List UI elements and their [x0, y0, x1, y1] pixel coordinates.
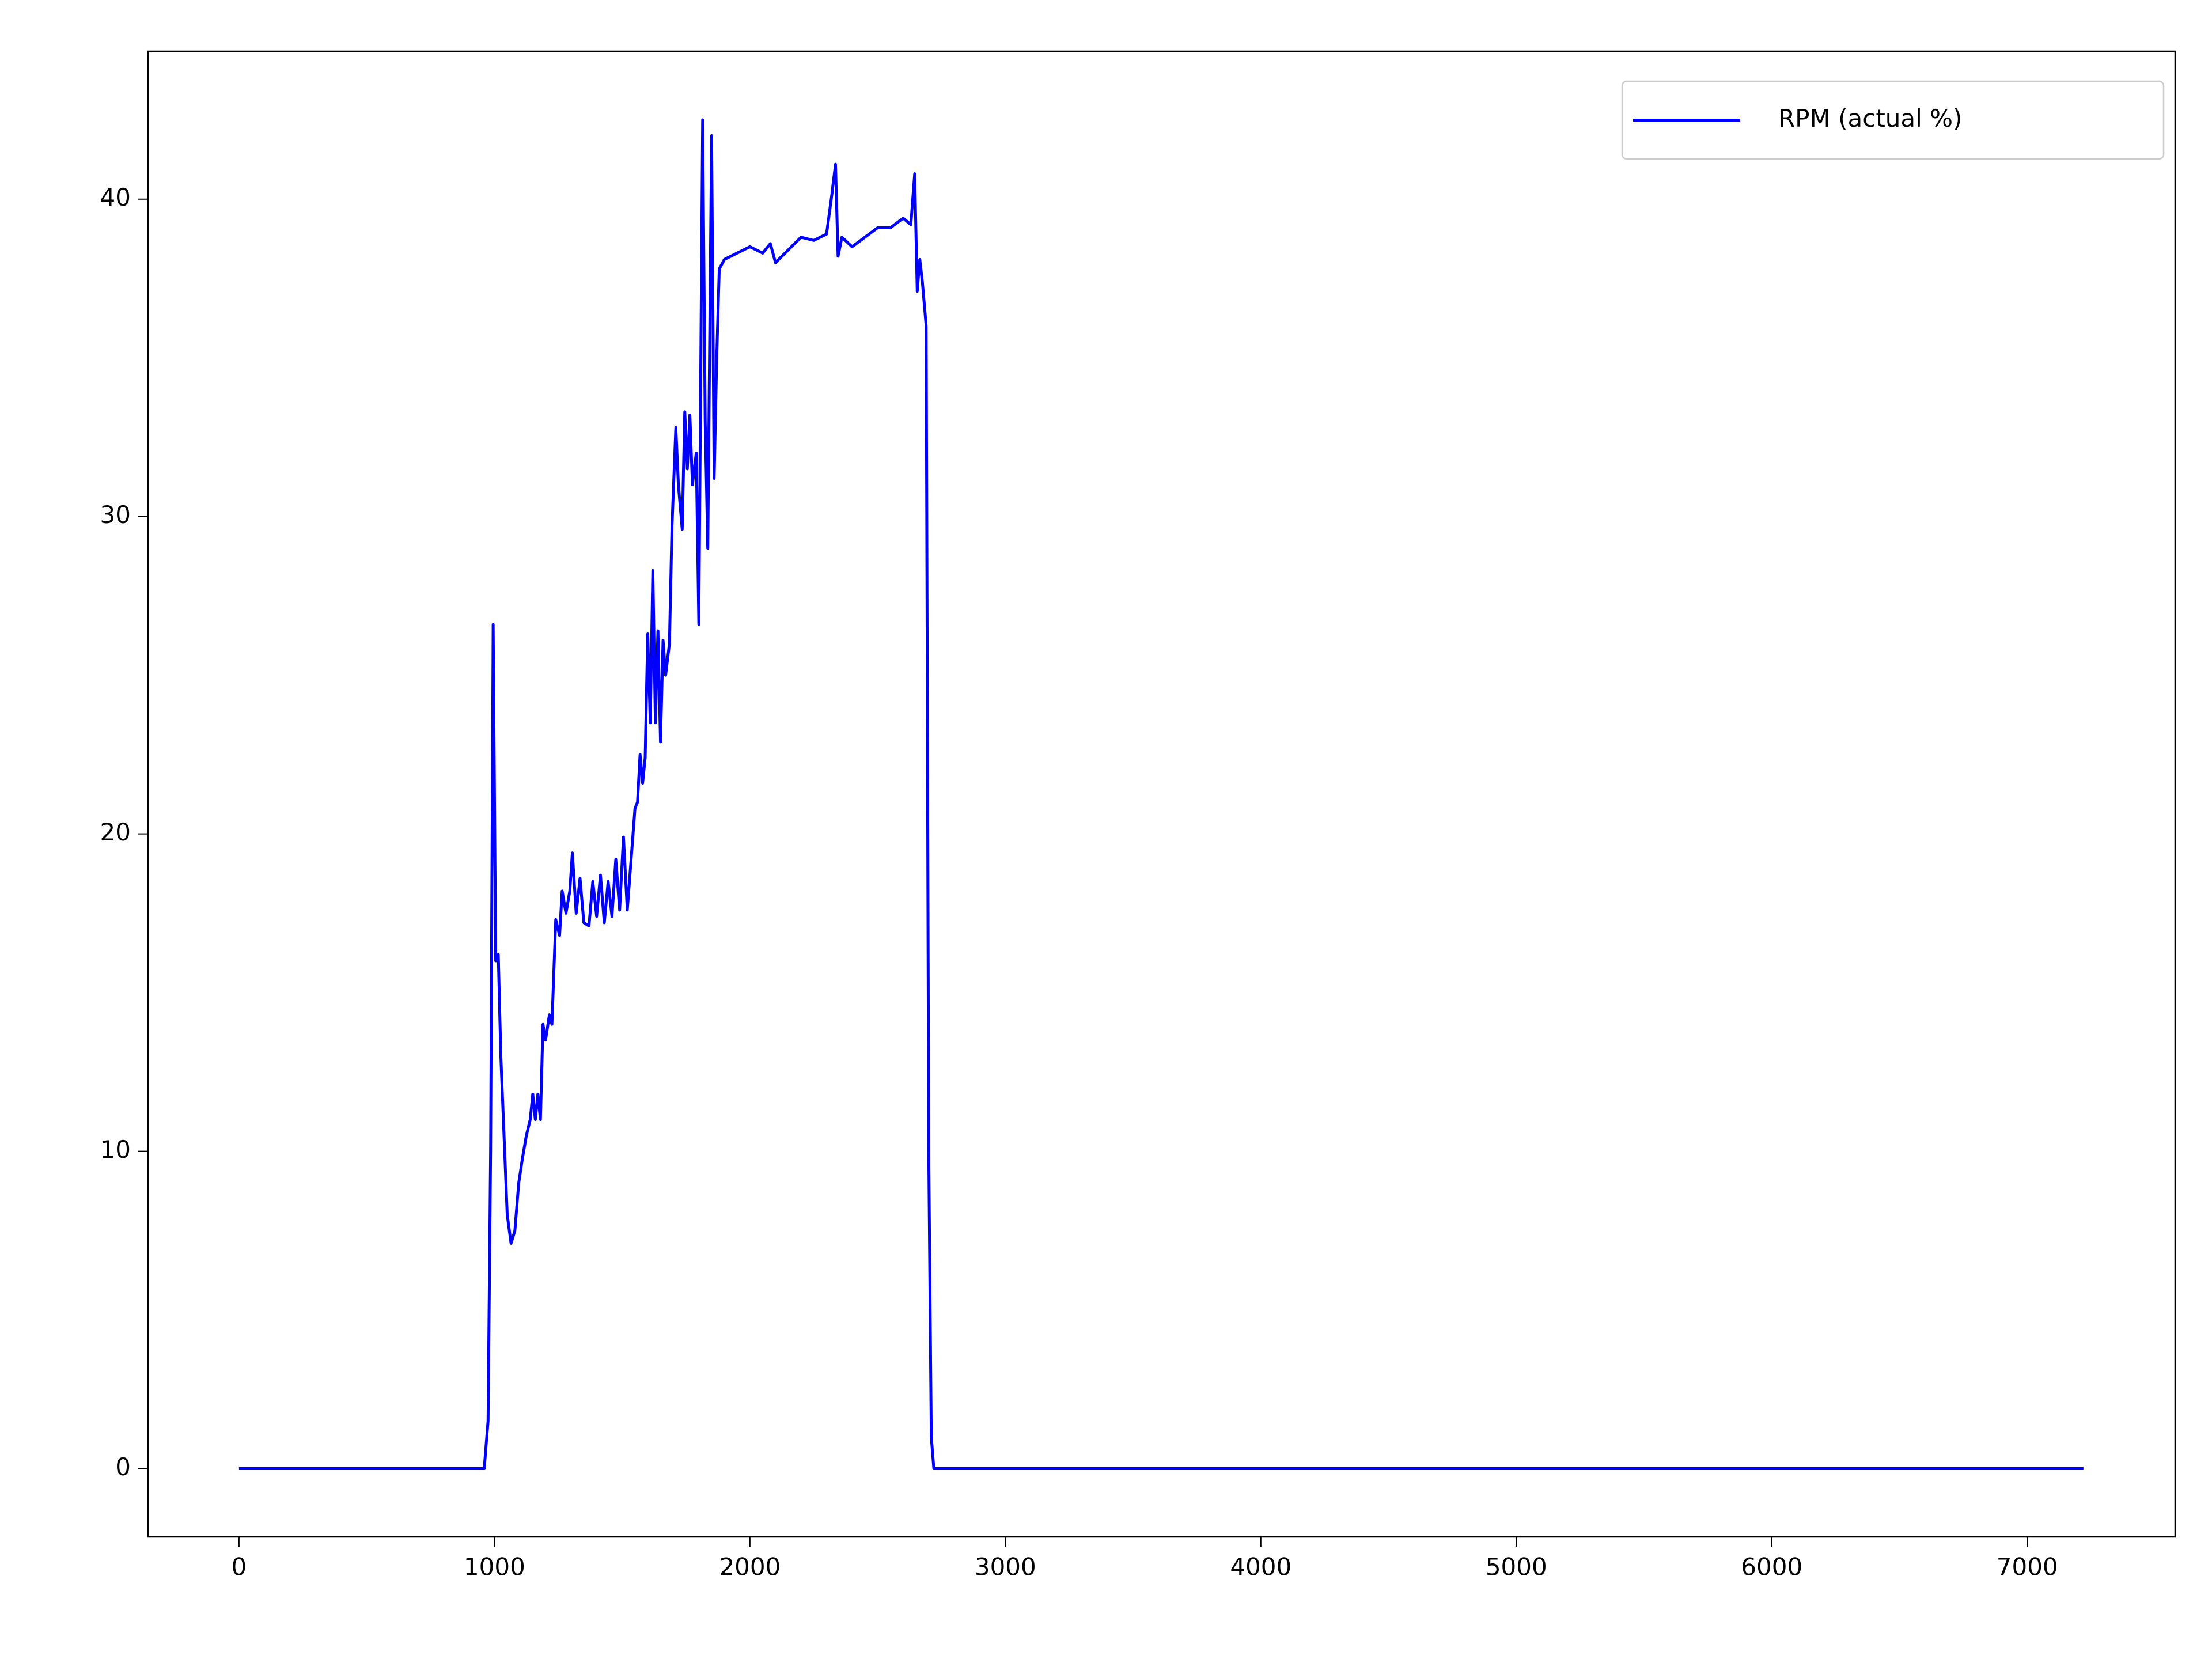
x-tick-label: 1000 — [464, 1553, 525, 1581]
x-tick-label: 2000 — [719, 1553, 781, 1581]
legend-box — [1621, 80, 2165, 160]
x-tick-label: 6000 — [1741, 1553, 1802, 1581]
x-tick-label: 7000 — [1997, 1553, 2058, 1581]
plot-frame — [147, 50, 2176, 1538]
x-tick-label: 4000 — [1230, 1553, 1291, 1581]
y-tick-label: 30 — [100, 501, 131, 529]
y-tick-label: 20 — [100, 818, 131, 846]
x-tick-label: 0 — [232, 1553, 247, 1581]
y-tick-label: 10 — [100, 1135, 131, 1164]
x-tick-label: 5000 — [1486, 1553, 1547, 1581]
y-tick-label: 40 — [100, 183, 131, 211]
legend-label: RPM (actual %) — [1778, 104, 1962, 132]
y-tick-label: 0 — [115, 1453, 131, 1481]
x-tick-label: 3000 — [975, 1553, 1036, 1581]
data-line — [238, 118, 2084, 1471]
